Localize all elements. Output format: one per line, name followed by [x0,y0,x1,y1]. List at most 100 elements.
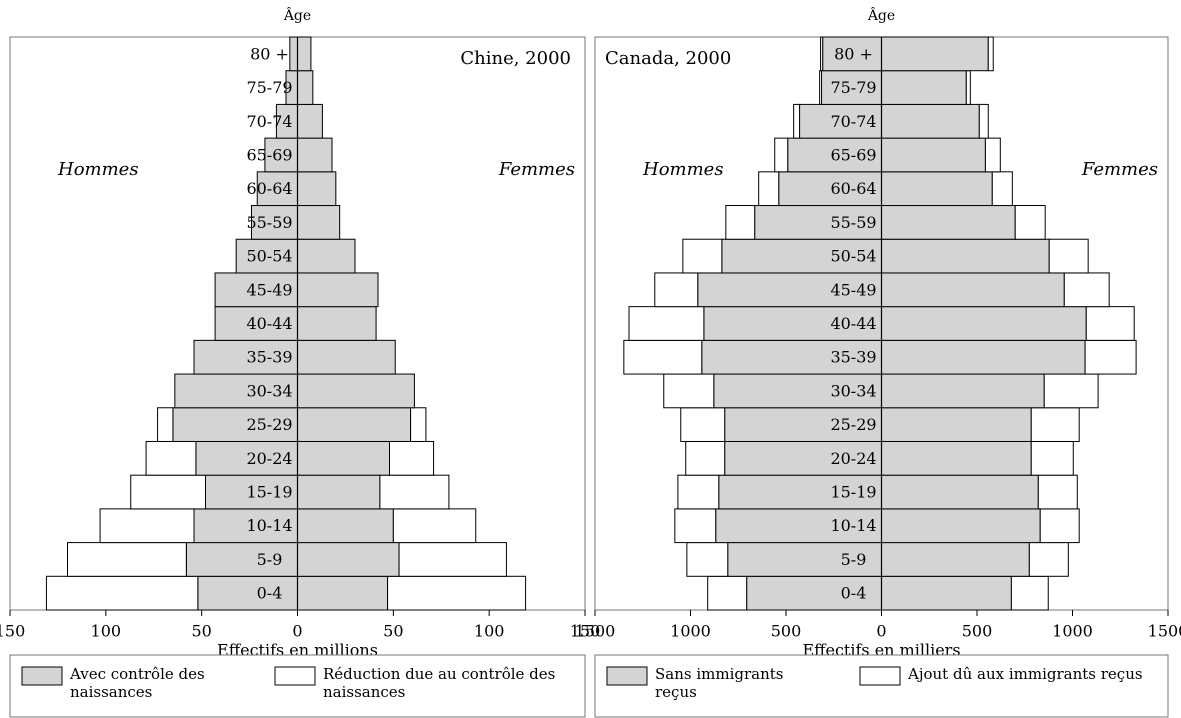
age-label: 55-59 [830,213,876,232]
bar-right [984,137,1001,173]
x-axis-label: Effectifs en millions [217,641,378,660]
legend-swatch [21,666,63,686]
bar-right [881,272,1065,308]
age-label: 45-49 [246,280,292,299]
x-tick-label: 1500 [575,622,616,641]
bar-right [297,339,396,375]
legend-swatch [859,666,901,686]
age-label: 60-64 [246,179,292,198]
chart-title: Canada, 2000 [605,48,731,69]
bar-right [1030,407,1080,442]
bar-right [387,575,527,611]
bar-left [235,238,299,274]
bar-left [707,575,748,611]
bar-right [297,474,381,510]
bar-right [297,508,394,544]
bar-left [289,36,299,72]
x-tick-label: 0 [292,622,302,641]
x-tick-label: 1000 [670,622,711,641]
bar-left [718,474,882,510]
bar-right [297,36,312,72]
bar-left [680,407,726,442]
bar-left [682,238,723,274]
x-tick-label: 1000 [1052,622,1093,641]
bar-right [297,407,412,442]
bar-left [214,306,298,341]
bar-left [727,542,882,577]
bar-right [410,407,427,442]
bar-left [754,205,883,240]
bar-right [389,440,435,476]
right-label: Femmes [498,159,575,180]
y-axis-label: Âge [867,6,895,24]
legend-label: Réduction due au contrôle des naissances [323,665,556,701]
bar-left [685,440,726,476]
bar-left [674,508,717,544]
age-label: 70-74 [246,112,292,131]
bar-left [715,508,882,544]
bar-right [398,542,507,577]
x-tick-label: 50 [383,622,403,641]
bar-right [881,171,993,207]
age-label: 80 + [834,44,873,63]
bar-right [881,373,1045,409]
bar-right [1043,373,1099,409]
bar-right [297,171,337,207]
legend-label: Sans immigrants reçus [655,665,784,701]
x-tick-label: 0 [876,622,886,641]
legend-label: Ajout dû aux immigrants reçus [908,665,1143,683]
x-tick-label: 1500 [1148,622,1181,641]
age-label: 35-39 [830,348,876,367]
age-label: 0-4 [841,584,867,603]
bar-left [197,575,298,611]
bar-right [297,103,323,139]
x-tick-label: 500 [962,622,993,641]
bar-left [628,306,705,341]
age-label: 10-14 [830,516,876,535]
age-label: 15-19 [830,483,876,502]
bar-left [778,171,883,207]
bar-right [297,238,356,274]
legend-box [594,654,1169,718]
bar-right [881,36,989,72]
age-label: 40-44 [246,314,292,333]
age-label: 25-29 [246,415,292,434]
bar-left [130,474,206,510]
bar-left [686,542,729,577]
bar-left [251,205,298,240]
bar-left [787,137,882,173]
age-label: 35-39 [246,348,292,367]
bar-left [99,508,195,544]
bar-right [1014,205,1046,240]
bar-right [881,575,1012,611]
age-label: 70-74 [830,112,876,131]
bar-left [820,36,824,72]
bar-right [379,474,450,510]
legend-swatch [606,666,648,686]
chart-title: Chine, 2000 [460,48,571,69]
age-label: 45-49 [830,280,876,299]
bar-right [881,508,1041,544]
bar-right [1028,542,1069,577]
bar-right [881,103,980,139]
bar-right [1030,440,1074,476]
age-label: 30-34 [246,381,292,400]
age-label: 5-9 [257,550,283,569]
bar-right [881,137,986,173]
bar-right [1039,508,1080,544]
bar-left [214,272,298,308]
bar-left [623,339,703,375]
bar-right [881,306,1087,341]
age-label: 55-59 [246,213,292,232]
y-axis-label: Âge [283,6,311,24]
bar-right [297,542,400,577]
bar-right [1010,575,1049,611]
x-axis-label: Effectifs en milliers [802,641,960,660]
bar-right [881,205,1016,240]
age-label: 15-19 [246,483,292,502]
bar-right [1063,272,1110,308]
bar-right [881,339,1086,375]
x-tick-label: 100 [474,622,505,641]
bar-left [45,575,199,611]
